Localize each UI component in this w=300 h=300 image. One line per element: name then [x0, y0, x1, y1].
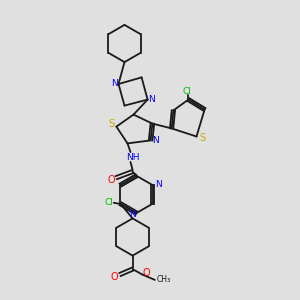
Text: N: N — [148, 95, 154, 104]
Text: S: S — [108, 119, 114, 129]
Text: N: N — [129, 210, 135, 219]
Text: N: N — [154, 180, 161, 189]
Text: Cl: Cl — [182, 87, 191, 96]
Text: S: S — [200, 133, 206, 143]
Text: O: O — [142, 268, 150, 278]
Text: N: N — [112, 80, 118, 88]
Text: NH: NH — [126, 153, 140, 162]
Text: N: N — [153, 136, 159, 145]
Text: CH₃: CH₃ — [156, 275, 170, 284]
Text: Cl: Cl — [105, 198, 113, 207]
Text: O: O — [111, 272, 119, 283]
Text: O: O — [107, 175, 115, 185]
